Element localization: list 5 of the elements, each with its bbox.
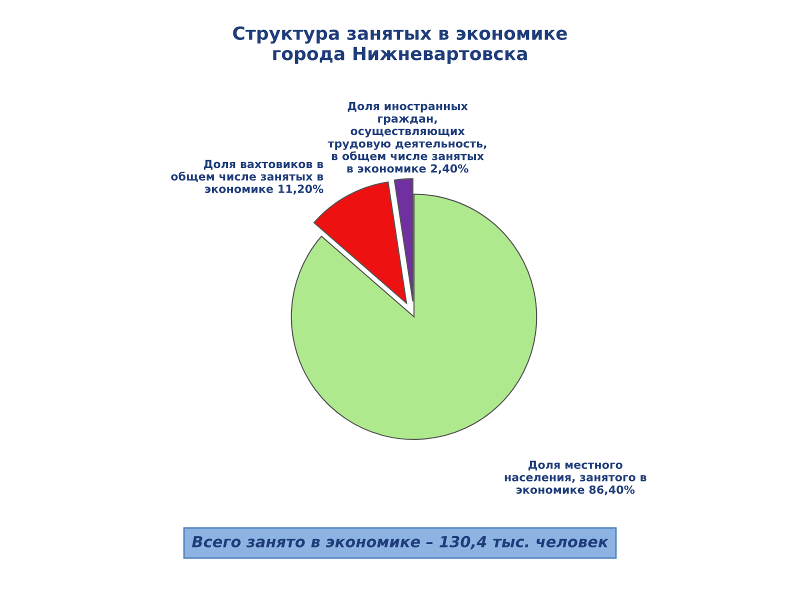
slice-label: Доля иностранных граждан, осуществляющих трудовую деятельность, в общем числе занятых в экономике 2,40%	[328, 102, 486, 174]
text: Всего занято в экономике – 130,4 тыс. человек	[192, 536, 609, 550]
chart-title: Структура занятых в экономике города Нижневартовска	[233, 26, 567, 64]
slice-label: Доля местного населения, занятого в экономике 86,40%	[504, 460, 646, 496]
slice-label: Доля вахтовиков в общем числе занятых в экономике 11,20%	[171, 160, 324, 194]
